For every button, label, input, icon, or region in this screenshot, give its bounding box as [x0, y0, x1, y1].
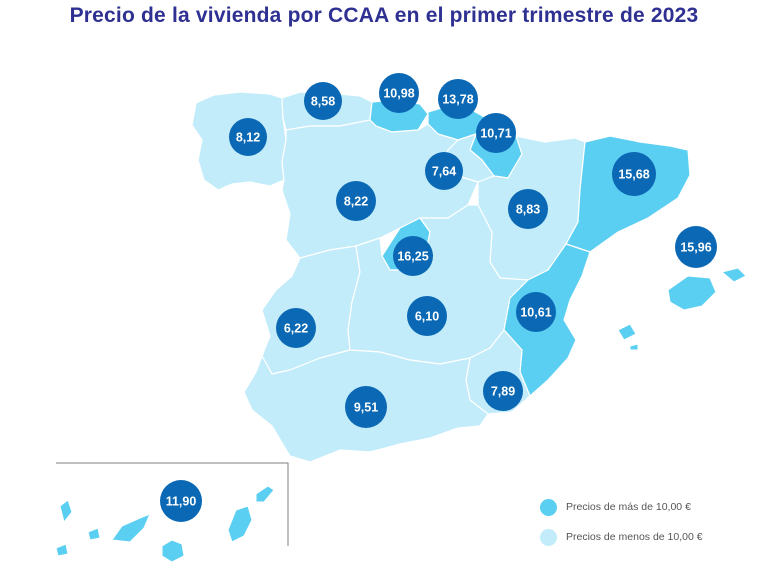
value-bubble-circle	[407, 296, 447, 336]
value-label-galicia: 8,12	[236, 131, 260, 145]
value-bubble-circle	[229, 118, 267, 156]
value-label-andalucia: 9,51	[354, 401, 378, 415]
value-bubble-asturias: 8,58	[304, 82, 342, 120]
value-label-castilla-la-mancha: 6,10	[415, 310, 439, 324]
value-bubble-circle	[425, 152, 463, 190]
region-baleares-formentera[interactable]	[629, 343, 639, 351]
value-bubble-navarra: 10,71	[476, 113, 516, 153]
value-bubble-canarias: 11,90	[160, 480, 202, 522]
value-bubble-pais-vasco: 13,78	[438, 79, 478, 119]
legend-label-low: Precios de menos de 10,00 €	[566, 531, 703, 543]
value-bubble-castilla-la-mancha: 6,10	[407, 296, 447, 336]
legend: Precios de más de 10,00 € Precios de men…	[540, 496, 703, 556]
region-canarias-la-palma[interactable]	[59, 499, 73, 524]
value-bubble-circle	[160, 480, 202, 522]
region-canarias-fuerteventura[interactable]	[227, 505, 253, 543]
value-label-baleares: 15,96	[680, 241, 711, 255]
value-bubble-circle	[276, 308, 316, 348]
value-bubble-la-rioja: 7,64	[425, 152, 463, 190]
value-bubble-circle	[393, 236, 433, 276]
value-bubble-aragon: 8,83	[508, 189, 548, 229]
value-bubble-cataluna: 15,68	[612, 152, 656, 196]
value-label-cataluna: 15,68	[618, 168, 649, 182]
region-canarias-tenerife[interactable]	[111, 513, 151, 543]
value-bubble-circle	[675, 226, 717, 268]
value-bubble-circle	[612, 152, 656, 196]
value-bubble-circle	[438, 79, 478, 119]
region-baleares-ibiza[interactable]	[617, 323, 637, 341]
value-label-pais-vasco: 13,78	[442, 93, 473, 107]
legend-item-low: Precios de menos de 10,00 €	[540, 526, 703, 548]
value-label-extremadura: 6,22	[284, 322, 308, 336]
value-label-la-rioja: 7,64	[432, 165, 456, 179]
value-bubble-comunidad-valenciana: 10,61	[516, 292, 556, 332]
value-bubble-circle	[304, 82, 342, 120]
region-canarias-islands	[55, 485, 275, 563]
value-label-asturias: 8,58	[311, 95, 335, 109]
value-bubble-circle	[476, 113, 516, 153]
legend-swatch-high	[540, 498, 557, 516]
legend-item-high: Precios de más de 10,00 €	[540, 496, 703, 518]
region-baleares-mallorca[interactable]	[667, 275, 717, 311]
value-label-cantabria: 10,98	[383, 87, 414, 101]
region-baleares-menorca[interactable]	[720, 267, 747, 283]
region-baleares-islands	[617, 267, 747, 351]
value-bubble-madrid: 16,25	[393, 236, 433, 276]
value-bubble-andalucia: 9,51	[345, 386, 387, 428]
value-bubble-circle	[345, 386, 387, 428]
value-label-murcia: 7,89	[491, 385, 515, 399]
region-canarias-el-hierro[interactable]	[55, 543, 69, 557]
legend-swatch-low	[540, 528, 557, 546]
legend-label-high: Precios de más de 10,00 €	[566, 501, 691, 513]
value-bubble-murcia: 7,89	[483, 371, 523, 411]
value-label-comunidad-valenciana: 10,61	[520, 306, 551, 320]
region-canarias-lanzarote[interactable]	[255, 485, 275, 503]
value-bubble-circle	[483, 371, 523, 411]
region-canarias-la-gomera[interactable]	[87, 527, 101, 541]
value-bubble-circle	[508, 189, 548, 229]
value-bubble-circle	[379, 73, 419, 113]
region-canarias-gran-canaria[interactable]	[161, 539, 185, 563]
value-label-navarra: 10,71	[480, 127, 511, 141]
value-label-aragon: 8,83	[516, 203, 540, 217]
value-bubbles: 8,12 8,58 10,98 13,78 10,71 7,64 8,22 8,83 15,68…	[160, 73, 717, 522]
map-title: Precio de la vivienda por CCAA en el pri…	[69, 4, 699, 27]
value-bubble-cantabria: 10,98	[379, 73, 419, 113]
value-bubble-circle	[516, 292, 556, 332]
value-bubble-baleares: 15,96	[675, 226, 717, 268]
value-label-castilla-y-leon: 8,22	[344, 195, 368, 209]
value-label-canarias: 11,90	[166, 495, 197, 509]
canarias-inset-frame	[56, 462, 289, 546]
value-bubble-extremadura: 6,22	[276, 308, 316, 348]
value-label-madrid: 16,25	[397, 250, 428, 264]
value-bubble-castilla-y-leon: 8,22	[336, 181, 376, 221]
value-bubble-galicia: 8,12	[229, 118, 267, 156]
value-bubble-circle	[336, 181, 376, 221]
